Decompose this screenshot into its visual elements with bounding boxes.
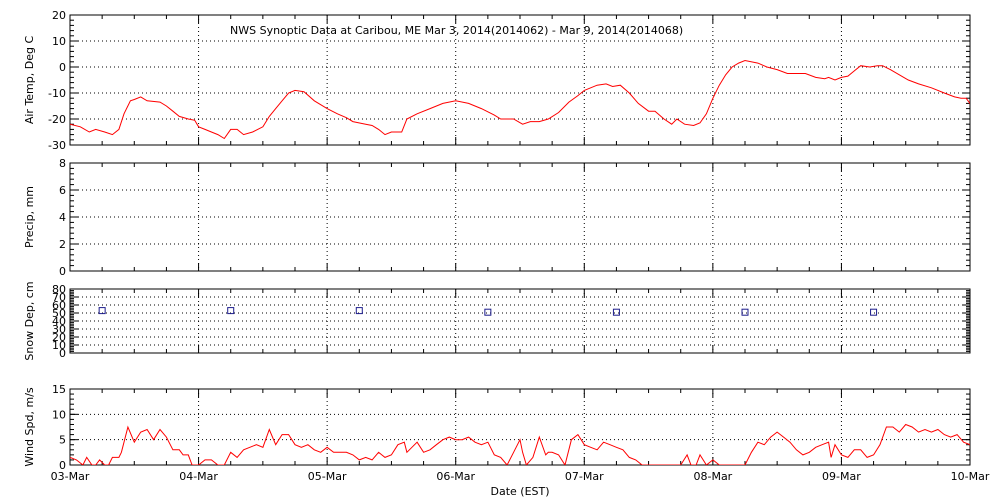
y-tick-label: 8 xyxy=(59,157,66,170)
y-tick-label: 70 xyxy=(52,291,66,304)
snow-depth-point xyxy=(227,307,235,315)
x-tick-label: 04-Mar xyxy=(179,470,218,483)
y-tick-label: -30 xyxy=(48,139,66,152)
series-line-wind_speed xyxy=(70,423,970,465)
y-tick-label: 40 xyxy=(52,315,66,328)
y-tick-label: 2 xyxy=(59,238,66,251)
y-tick-label: 5 xyxy=(59,434,66,447)
x-tick-label: 03-Mar xyxy=(51,470,90,483)
y-tick-label: 6 xyxy=(59,184,66,197)
chart-title: NWS Synoptic Data at Caribou, ME Mar 3, … xyxy=(230,24,683,37)
y-tick-label: 10 xyxy=(52,339,66,352)
y-tick-label: 30 xyxy=(52,323,66,336)
x-tick-label: 05-Mar xyxy=(308,470,347,483)
y-tick-label: 20 xyxy=(52,9,66,22)
panel-wind_speed: 0 5 10 15 Wind Spd, m/s xyxy=(23,383,971,472)
y-tick-label: 0 xyxy=(59,265,66,278)
y-tick-label: 15 xyxy=(52,383,66,396)
y-tick-label: 0 xyxy=(59,459,66,472)
y-tick-label: 0 xyxy=(59,347,66,360)
series-line-air_temp xyxy=(70,59,970,140)
y-tick-label: 4 xyxy=(59,211,66,224)
x-tick-label: 06-Mar xyxy=(436,470,475,483)
y-tick-label: -20 xyxy=(48,113,66,126)
x-tick-label: 09-Mar xyxy=(822,470,861,483)
snow-depth-point xyxy=(98,307,106,315)
x-axis-label: Date (EST) xyxy=(490,485,549,498)
y-tick-label: 10 xyxy=(52,35,66,48)
snow-depth-point xyxy=(741,308,749,316)
y-tick-label: 50 xyxy=(52,307,66,320)
snow-depth-point xyxy=(870,308,878,316)
x-tick-label: 07-Mar xyxy=(565,470,604,483)
y-tick-label: 20 xyxy=(52,331,66,344)
y-axis-label: Air Temp, Deg C xyxy=(23,36,36,125)
snow-depth-point xyxy=(612,308,620,316)
y-axis-label: Wind Spd, m/s xyxy=(23,387,36,467)
y-axis-label: Precip, mm xyxy=(23,186,36,248)
x-tick-label: 10-Mar xyxy=(951,470,990,483)
y-axis-label: Snow Dep, cm xyxy=(23,281,36,360)
snow-depth-point xyxy=(484,308,492,316)
y-tick-label: 0 xyxy=(59,61,66,74)
snow-depth-point xyxy=(355,307,363,315)
panel-frame xyxy=(69,388,971,466)
x-tick-label: 08-Mar xyxy=(693,470,732,483)
y-tick-label: 10 xyxy=(52,408,66,421)
y-tick-label: 60 xyxy=(52,299,66,312)
panel-precip: 0 2 4 6 8 Precip, mm xyxy=(23,157,971,278)
y-tick-label: 80 xyxy=(52,283,66,296)
y-tick-label: -10 xyxy=(48,87,66,100)
panel-air_temp: -30 -20 -10 0 10 20 Air Temp, Deg C xyxy=(23,9,971,152)
